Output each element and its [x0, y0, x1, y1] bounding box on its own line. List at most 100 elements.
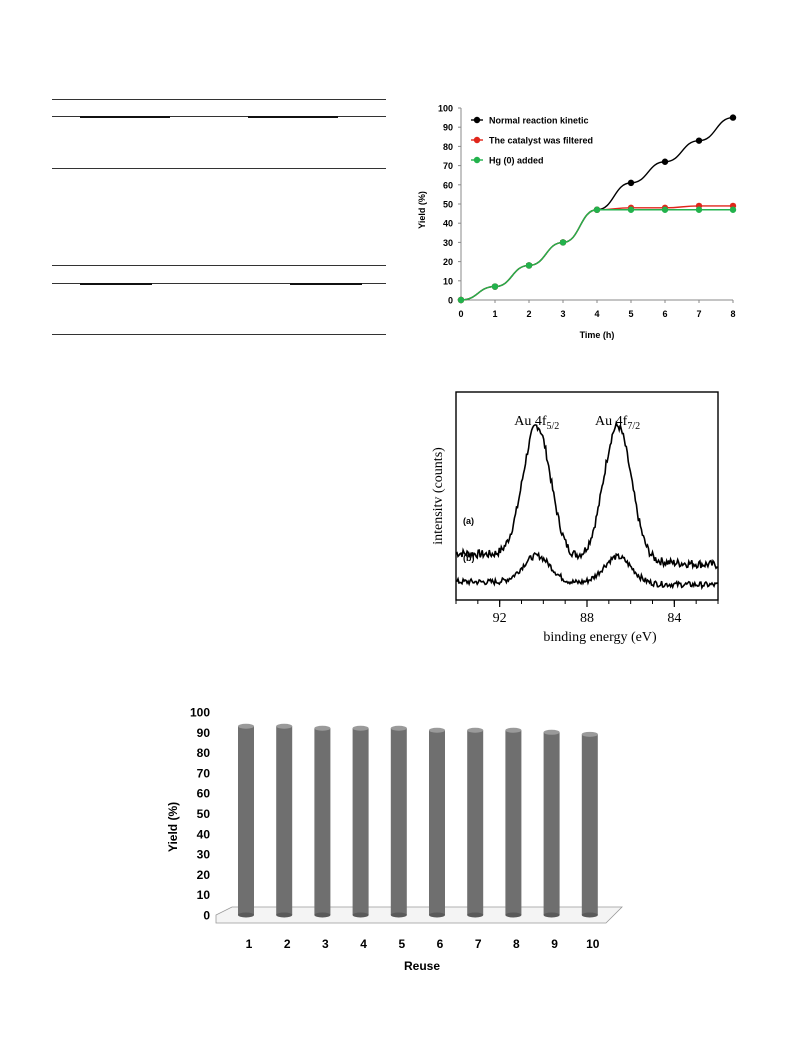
kinetics-x-tick-label: 4 — [594, 309, 599, 319]
reuse-bar — [314, 725, 331, 918]
reuse-bar-base — [467, 912, 484, 918]
table-header-rule — [52, 116, 386, 117]
reuse-bar — [276, 723, 293, 918]
reuse-bar — [543, 729, 560, 918]
kinetics-y-tick-label: 0 — [448, 296, 453, 306]
kinetics-x-tick-label: 8 — [730, 309, 735, 319]
reuse-y-tick-label: 10 — [197, 888, 211, 902]
table2-bottom-rule — [52, 334, 386, 335]
xps-peak-label: Au 4f7/2 — [595, 414, 640, 432]
reuse-y-tick-label: 50 — [197, 807, 211, 821]
kinetics-data-point — [593, 206, 601, 213]
reuse-bar-cap — [276, 723, 293, 729]
reuse-bar-body — [390, 728, 407, 915]
xps-x-tick-label: 84 — [667, 611, 681, 626]
kinetics-data-point — [525, 262, 533, 269]
kinetics-legend-label: The catalyst was filtered — [489, 136, 593, 146]
reuse-bar-body — [276, 726, 293, 915]
table-subheader-rule-2 — [248, 116, 338, 118]
kinetics-y-tick-label: 40 — [443, 219, 453, 229]
table2-subheader-rule-1 — [80, 283, 152, 285]
reuse-y-tick-label: 80 — [197, 746, 211, 760]
reuse-x-tick-label: 2 — [284, 937, 291, 951]
kinetics-x-axis-label: Time (h) — [580, 330, 615, 340]
reuse-y-axis-label: Yield (%) — [166, 802, 180, 852]
kinetics-legend-item: Hg (0) added — [471, 156, 544, 166]
xps-peak-label: Au 4f5/2 — [514, 414, 559, 432]
xps-spectrum-curve — [455, 420, 719, 571]
kinetics-data-point — [661, 158, 669, 165]
kinetics-legend-swatch-marker — [473, 116, 481, 124]
kinetics-y-tick-label: 90 — [443, 123, 453, 133]
reuse-x-tick-label: 5 — [398, 937, 405, 951]
kinetics-y-tick-label: 80 — [443, 142, 453, 152]
xps-curve-label: (a) — [463, 516, 474, 526]
reuse-bar-cap — [238, 723, 254, 729]
kinetics-series — [457, 202, 737, 304]
reuse-bar — [429, 727, 445, 918]
xps-y-axis-label: intensitv (counts) — [431, 447, 446, 545]
reuse-y-tick-label: 90 — [197, 726, 211, 740]
kinetics-data-point — [729, 206, 737, 213]
reuse-y-tick-label: 60 — [197, 787, 211, 801]
reuse-x-tick-label: 10 — [586, 937, 600, 951]
kinetics-y-tick-label: 50 — [443, 200, 453, 210]
reuse-y-tick-label: 40 — [197, 827, 211, 841]
kinetics-data-point — [457, 296, 465, 304]
kinetics-series — [457, 206, 737, 304]
kinetics-x-tick-label: 2 — [526, 309, 531, 319]
kinetics-legend-label: Normal reaction kinetic — [489, 116, 589, 126]
kinetics-x-tick-label: 3 — [560, 309, 565, 319]
reuse-x-axis-label: Reuse — [404, 959, 440, 973]
reuse-bar-body — [543, 732, 560, 915]
reuse-y-tick-label: 20 — [197, 868, 211, 882]
table-top-rule — [52, 99, 386, 100]
reuse-bar-cap — [543, 729, 560, 735]
reuse-bar-body — [238, 726, 254, 915]
reuse-bar — [467, 727, 484, 918]
reuse-bar-body — [505, 730, 522, 915]
reuse-bar-body — [581, 734, 598, 915]
kinetics-legend-item: The catalyst was filtered — [471, 136, 593, 146]
reuse-y-tick-label: 100 — [190, 706, 210, 720]
reuse-bar-base — [314, 912, 331, 918]
kinetics-legend-swatch-marker — [473, 156, 481, 164]
kinetics-y-tick-label: 30 — [443, 238, 453, 248]
reuse-bar-base — [238, 912, 254, 918]
reuse-bar-base — [543, 912, 560, 918]
reuse-bar-base — [581, 912, 598, 918]
table-subheader-rule-1 — [80, 116, 170, 118]
kinetics-y-tick-label: 100 — [438, 104, 453, 114]
kinetics-data-point — [661, 206, 669, 213]
reuse-bar-body — [314, 728, 331, 915]
kinetics-line-chart: Yield (%) Time (h) 010203040506070809010… — [417, 104, 737, 340]
kinetics-data-point — [729, 114, 737, 121]
xps-spectrum-curve — [455, 551, 719, 591]
kinetics-y-tick-label: 70 — [443, 161, 453, 171]
kinetics-y-tick-label: 10 — [443, 276, 453, 286]
reuse-x-tick-label: 4 — [360, 937, 367, 951]
reuse-bar-cap — [467, 727, 484, 733]
kinetics-legend-item: Normal reaction kinetic — [471, 116, 589, 126]
xps-x-tick-label: 92 — [493, 611, 507, 626]
reuse-bar-cap — [429, 727, 445, 733]
table2-subheader-rule-2 — [290, 283, 362, 285]
reuse-bar-body — [429, 730, 445, 915]
kinetics-legend-label: Hg (0) added — [489, 156, 544, 166]
reuse-bar — [505, 727, 522, 918]
kinetics-x-tick-label: 6 — [662, 309, 667, 319]
reuse-bar-base — [352, 912, 369, 918]
reuse-y-tick-label: 30 — [197, 848, 211, 862]
reuse-x-tick-label: 3 — [322, 937, 329, 951]
xps-x-axis-label: binding energy (eV) — [543, 630, 657, 645]
kinetics-data-point — [627, 206, 635, 213]
reuse-bar-cap — [505, 727, 522, 733]
reuse-bar — [238, 723, 254, 918]
reuse-bar — [581, 731, 598, 918]
reuse-x-tick-label: 9 — [551, 937, 558, 951]
reuse-x-tick-label: 7 — [475, 937, 482, 951]
reuse-bar-base — [505, 912, 522, 918]
reuse-bar-cap — [390, 725, 407, 731]
kinetics-y-tick-label: 20 — [443, 257, 453, 267]
kinetics-x-tick-label: 7 — [696, 309, 701, 319]
